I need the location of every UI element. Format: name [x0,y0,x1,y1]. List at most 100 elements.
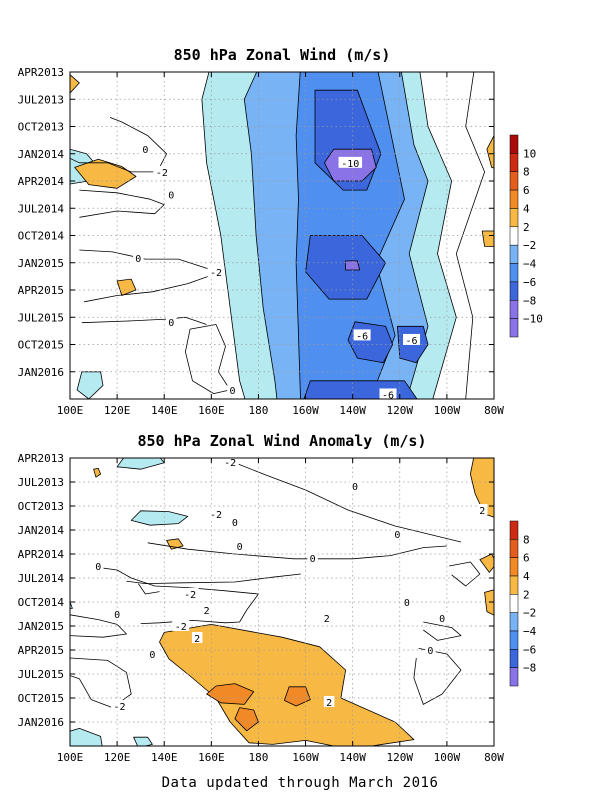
contour-region [159,624,415,746]
contour-label: 0 [95,562,101,573]
colorbar-label: 2 [523,221,530,234]
contour-label-bg [401,596,413,607]
grid [70,458,494,746]
colorbar: 8 6 4 2 −2 −4 −6 −8 [509,520,537,687]
x-tick-label: 100E [57,404,84,417]
contour-region [70,601,73,609]
contour-label-bg [140,143,151,155]
contour-label-bg [234,540,245,551]
colorbar-segment [509,171,519,191]
y-tick-label: OCT2015 [18,339,64,352]
contour-region [93,467,101,478]
contour-label: 2 [326,698,332,709]
y-tick-label: APR2013 [18,452,64,465]
contour-label-bg [166,315,177,327]
contour-label: -6 [356,331,368,342]
contour-labels: -2 0 2 -2 0 0 0 0 0 -2 0 0 2 2 0 -2 2 0 0 -2 2 [93,456,488,713]
contour-label: 0 [168,318,174,329]
y-tick-label: APR2014 [18,548,65,561]
colorbar-label: −2 [523,607,536,620]
contour-label: 0 [427,646,433,657]
contour-region [133,736,153,746]
contour-label-bg [191,632,203,643]
contour-label-bg [323,696,335,707]
colorbar-label: −8 [523,294,536,307]
colorbar-label: −8 [523,662,536,675]
contour-region [345,260,361,271]
y-tick-label: JAN2016 [18,366,64,379]
contour-label: -6 [406,336,418,347]
contour-label: 0 [352,482,358,493]
contour-line [455,72,486,399]
colorbar-segment [509,649,519,668]
chart-title: 850 hPa Zonal Wind (m/s) [174,46,391,64]
contour-label-bg [153,165,171,177]
x-tick-label: 140E [151,404,178,417]
x-tick-label: 80W [484,751,504,764]
colorbar-label: 4 [523,202,530,215]
colorbar-label: −4 [523,625,537,638]
contour-label: 2 [324,614,330,625]
x-tick-label: 160E [198,751,225,764]
contour-label: -6 [382,390,394,401]
colorbar-segment [509,667,519,687]
contour-region [70,74,80,94]
contour-label: 2 [479,506,485,517]
contour-label: 0 [230,386,236,397]
y-tick-label: OCT2013 [18,121,64,134]
contour-label: -2 [184,590,196,601]
x-axis: 100E 120E 140E 160E 180 160W 140W 120W 100W 80W [57,458,504,764]
colorbar-segment [509,226,519,246]
contour-label: 0 [237,542,243,553]
filled-contours [70,458,494,746]
contour-line [70,614,127,638]
contour-region [479,553,494,573]
colorbar-segment [509,539,519,558]
colorbar: 10 8 6 4 2 −2 −4 −6 −8 −10 [509,134,543,338]
contour-label-bg [110,700,128,711]
contour-region [234,707,259,732]
x-tick-label: 100W [434,751,461,764]
contour-labels: 0 -2 0 0 -2 0 0 -10 -6 -6 -6 [133,143,421,401]
contour-label-bg [201,604,212,615]
colorbar-label: 8 [523,166,530,179]
contour-label-bg [147,648,158,659]
contour-label: -10 [341,159,359,170]
contour-label: 0 [149,650,155,661]
contour-label: 0 [404,598,410,609]
colorbar-segment [509,575,519,595]
colorbar-label: 2 [523,588,530,601]
contour-label-bg [476,504,488,515]
colorbar-label: −6 [523,643,536,656]
contour-label-bg [172,620,190,631]
contour-label: -2 [175,622,187,633]
y-tick-label: OCT2015 [18,692,64,705]
colorbar-segment [509,208,519,228]
contour-label: 0 [135,254,141,265]
contour-label-bg [338,156,363,168]
y-tick-label: APR2014 [18,175,65,188]
colorbar-label: −6 [523,276,536,289]
y-tick-label: JUL2014 [18,572,65,585]
y-tick-label: OCT2013 [18,500,64,513]
contour-label: 0 [310,554,316,565]
contour-region [484,589,494,616]
x-tick-label: 100W [434,404,461,417]
contour-label: -2 [224,458,236,469]
colorbar-segment [509,557,519,577]
x-tick-label: 180 [249,404,269,417]
contour-label-bg [403,333,421,345]
y-axis: APR2013 JUL2013 OCT2013 JAN2014 APR2014 JUL20… [18,66,494,379]
contour-region [130,510,189,526]
contour-label-bg [425,644,436,655]
colorbar-segment [509,189,519,209]
y-tick-label: JUL2015 [18,311,64,324]
y-tick-label: JUL2013 [18,93,64,106]
x-axis: 100E 120E 140E 160E 180 160W 140W 120W 100W 80W [57,72,504,417]
x-tick-label: 80W [484,404,504,417]
y-tick-label: JUL2014 [18,202,65,215]
y-tick-label: JAN2015 [18,620,64,633]
colorbar-segment [509,281,519,301]
contour-label: 0 [142,145,148,156]
